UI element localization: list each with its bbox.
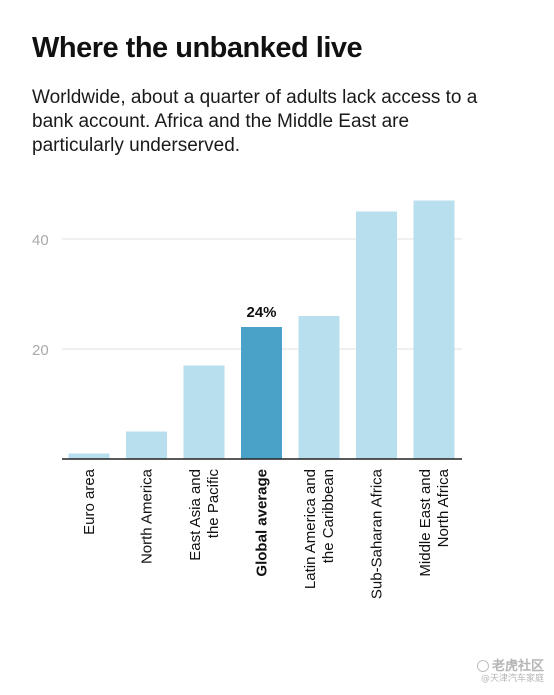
- bar: [241, 327, 282, 459]
- watermark-main: 老虎社区: [476, 658, 544, 675]
- bar: [413, 200, 455, 459]
- bar: [126, 431, 167, 459]
- x-tick-label-line: the Pacific: [205, 469, 222, 539]
- watermark: 老虎社区 @天津汽车家庭: [476, 658, 544, 685]
- watermark-sub: @天津汽车家庭: [480, 674, 544, 685]
- x-tick-label: East Asia andthe Pacific: [187, 469, 222, 561]
- x-tick-label: North America: [139, 468, 156, 564]
- data-label: 24%: [246, 304, 276, 321]
- y-tick-label: 40: [32, 232, 49, 249]
- x-tick-label: Middle East andNorth Africa: [417, 468, 452, 576]
- chart-subtitle: Worldwide, about a quarter of adults lac…: [32, 87, 478, 156]
- bar: [183, 365, 225, 459]
- y-tick-label: 20: [32, 342, 49, 359]
- x-tick-label-line: East Asia and: [187, 469, 204, 561]
- bar: [356, 211, 397, 459]
- x-tick-label: Global average: [254, 469, 271, 577]
- x-tick-label: Euro area: [81, 468, 98, 535]
- watermark-logo-icon: [476, 659, 489, 672]
- x-tick-label-line: the Caribbean: [320, 469, 337, 563]
- x-tick-label: Sub-Saharan Africa: [369, 468, 386, 599]
- bar: [68, 453, 110, 459]
- watermark-main-text: 老虎社区: [491, 658, 544, 674]
- bar: [298, 316, 340, 459]
- x-tick-label-line: North Africa: [435, 468, 452, 547]
- x-tick-label: Latin America andthe Caribbean: [302, 469, 337, 589]
- x-tick-label-line: Middle East and: [417, 469, 434, 577]
- chart-title: Where the unbanked live: [32, 32, 363, 64]
- x-tick-label-line: Latin America and: [302, 469, 319, 589]
